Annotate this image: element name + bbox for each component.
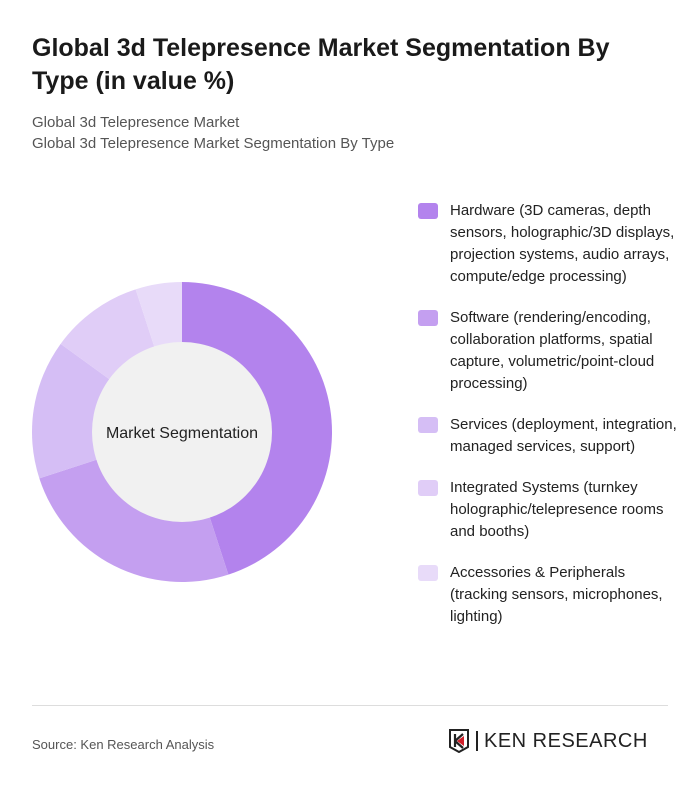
donut-chart: Market Segmentation	[32, 282, 333, 582]
chart-title: Global 3d Telepresence Market Segmentati…	[32, 34, 610, 95]
legend-item: Hardware (3D cameras, depth sensors, hol…	[418, 200, 678, 288]
center-label: Market Segmentation	[106, 425, 258, 442]
divider	[32, 705, 668, 706]
legend-swatch	[418, 565, 438, 581]
legend-swatch	[418, 417, 438, 433]
subtitle-segmentation: Global 3d Telepresence Market Segmentati…	[32, 135, 395, 152]
legend-label: Services (deployment, integration, manag…	[450, 416, 677, 455]
source-note: Source: Ken Research Analysis	[32, 737, 215, 752]
legend: Hardware (3D cameras, depth sensors, hol…	[418, 200, 678, 647]
legend-item: Services (deployment, integration, manag…	[418, 414, 678, 458]
legend-item: Software (rendering/encoding, collaborat…	[418, 307, 678, 395]
ken-research-logo: KEN RESEARCH	[448, 729, 648, 753]
legend-swatch	[418, 310, 438, 326]
legend-swatch	[418, 480, 438, 496]
legend-label: Software (rendering/encoding, collaborat…	[450, 309, 655, 392]
logo-text: KEN RESEARCH	[476, 731, 648, 751]
legend-label: Integrated Systems (turnkey holographic/…	[450, 479, 664, 540]
legend-item: Integrated Systems (turnkey holographic/…	[418, 477, 678, 543]
subtitle-market: Global 3d Telepresence Market	[32, 114, 240, 131]
legend-swatch	[418, 203, 438, 219]
legend-label: Accessories & Peripherals (tracking sens…	[450, 564, 663, 625]
ken-logo-icon	[449, 729, 469, 753]
legend-label: Hardware (3D cameras, depth sensors, hol…	[450, 202, 675, 285]
legend-item: Accessories & Peripherals (tracking sens…	[418, 562, 678, 628]
donut-hole	[92, 342, 272, 522]
